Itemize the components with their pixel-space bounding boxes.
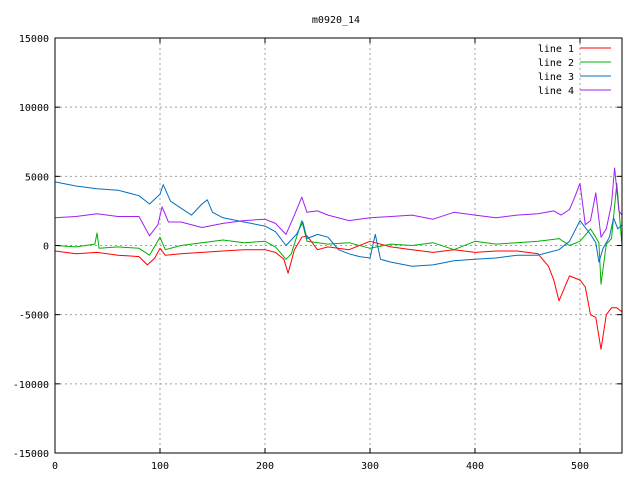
x-tick-label: 400 <box>466 461 484 472</box>
series-line-3 <box>54 181 623 267</box>
series-lines <box>54 167 623 350</box>
y-tick-label: -5000 <box>19 311 49 322</box>
y-tick-label: 5000 <box>25 172 49 183</box>
axis-ticks: 0 100 200 300 400 500 -15000 -10000 -5000 0 5000 10… <box>13 34 622 472</box>
legend: line 1 line 2 line 3 line 4 <box>538 44 611 97</box>
legend-label: line 2 <box>538 58 574 69</box>
x-tick-label: 0 <box>52 461 58 472</box>
series-line-4 <box>54 167 623 238</box>
chart-title: m0920_14 <box>312 15 360 26</box>
y-tick-label: -10000 <box>13 380 49 391</box>
y-tick-label: 15000 <box>19 34 49 45</box>
x-tick-label: 200 <box>256 461 274 472</box>
y-tick-label: -15000 <box>13 449 49 460</box>
y-tick-label: 10000 <box>19 103 49 114</box>
series-line-1 <box>54 235 623 350</box>
y-tick-label: 0 <box>43 242 49 253</box>
series-line-2 <box>54 182 623 285</box>
x-tick-label: 100 <box>151 461 169 472</box>
legend-label: line 1 <box>538 44 574 55</box>
grid <box>55 38 622 453</box>
legend-label: line 4 <box>538 86 574 97</box>
x-tick-label: 300 <box>361 461 379 472</box>
x-tick-label: 500 <box>571 461 589 472</box>
legend-label: line 3 <box>538 72 574 83</box>
